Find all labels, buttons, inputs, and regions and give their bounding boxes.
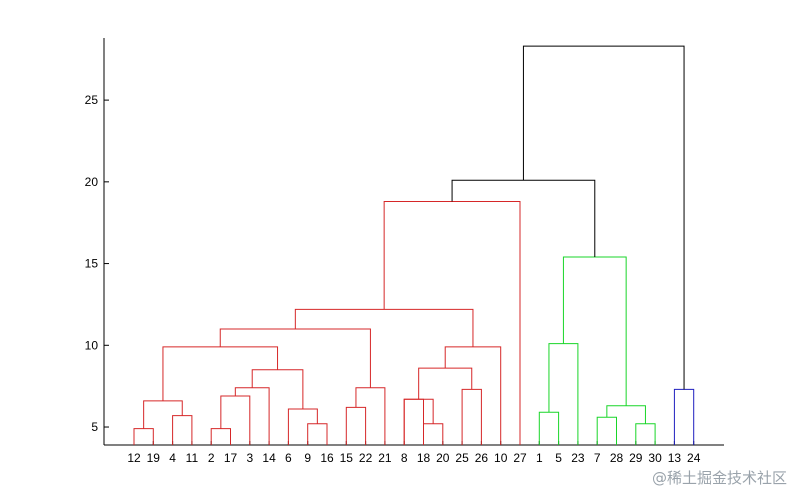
y-tick-label: 10 (85, 338, 99, 352)
dendrogram-link (251, 369, 304, 410)
leaf-label: 19 (147, 451, 161, 465)
dendrogram-link (383, 200, 521, 445)
dendrogram-link (403, 398, 434, 445)
leaf-label: 15 (340, 451, 354, 465)
leaf-label: 14 (262, 451, 276, 465)
dendrogram-link (606, 405, 646, 424)
leaf-label: 24 (687, 451, 701, 465)
axes: 5 10 15 20 25 (85, 38, 724, 446)
leaf-label: 11 (186, 451, 199, 465)
dendrogram-link (562, 256, 627, 406)
dendrogram-link (451, 179, 596, 258)
dendrogram-link (423, 423, 444, 445)
y-tick-label: 5 (91, 420, 98, 434)
leaf-label: 30 (648, 451, 662, 465)
leaf-label: 17 (224, 451, 238, 465)
dendrogram-link (307, 423, 328, 445)
leaf-labels: 12 19 4 11 2 17 3 14 6 9 16 15 22 21 8 18 20 25 26 10 27 1 5 23… (127, 451, 700, 465)
leaf-label: 21 (378, 451, 392, 465)
leaf-label: 1 (536, 451, 543, 465)
dendrogram-link (219, 328, 371, 388)
dendrogram-link (403, 398, 424, 445)
dendrogram-link (548, 343, 579, 445)
leaf-label: 18 (417, 451, 431, 465)
y-tick-label: 15 (85, 257, 99, 271)
y-tick-label: 20 (85, 175, 99, 189)
leaf-label: 5 (555, 451, 562, 465)
dendrogram-link (133, 428, 154, 445)
leaf-label: 27 (513, 451, 527, 465)
leaf-label: 3 (246, 451, 253, 465)
watermark: @稀土掘金技术社区 (651, 469, 787, 487)
leaf-label: 10 (494, 451, 508, 465)
dendrogram-link (172, 415, 193, 445)
leaf-label: 12 (127, 451, 141, 465)
leaf-label: 8 (401, 451, 408, 465)
leaf-label: 16 (320, 451, 334, 465)
dendrogram-link (444, 346, 502, 445)
leaf-label: 29 (629, 451, 643, 465)
dendrogram-link (538, 411, 560, 445)
dendrogram-link (635, 423, 656, 445)
dendrogram-link (294, 308, 474, 347)
dendrogram-link (355, 387, 386, 445)
leaf-label: 7 (594, 451, 601, 465)
leaf-label: 9 (304, 451, 311, 465)
dendrogram-link (210, 428, 231, 445)
dendrogram-links (133, 45, 695, 445)
leaf-label: 13 (668, 451, 682, 465)
dendrogram-link (596, 416, 617, 445)
dendrogram-link (162, 346, 279, 401)
dendrogram-link (287, 408, 318, 445)
dendrogram-link (418, 367, 473, 400)
leaf-label: 23 (571, 451, 585, 465)
y-tick-label: 25 (85, 93, 99, 107)
dendrogram-link (345, 406, 367, 445)
dendrogram-link (461, 388, 482, 445)
leaf-label: 28 (610, 451, 624, 465)
leaf-label: 25 (455, 451, 469, 465)
leaf-label: 22 (359, 451, 373, 465)
dendrogram-link (220, 395, 251, 445)
dendrogram-link (522, 45, 685, 390)
leaf-label: 4 (169, 451, 176, 465)
leaf-label: 26 (475, 451, 489, 465)
dendrogram-link (143, 400, 183, 429)
leaf-label: 6 (285, 451, 292, 465)
dendrogram-link (673, 388, 695, 445)
leaf-label: 20 (436, 451, 450, 465)
leaf-label: 2 (208, 451, 215, 465)
